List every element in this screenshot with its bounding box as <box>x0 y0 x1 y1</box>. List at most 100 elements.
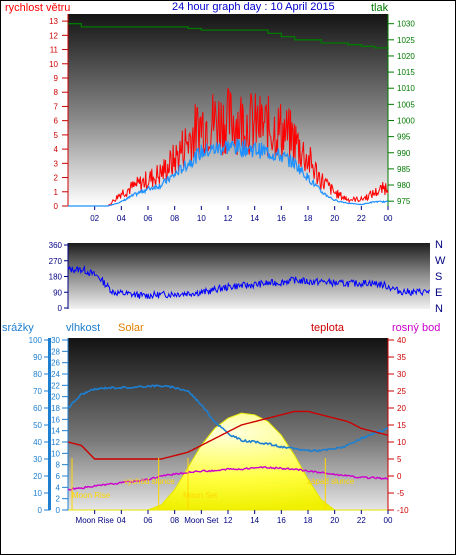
rain-tick-label: 22 <box>51 381 60 390</box>
compass-letter: N <box>435 239 443 251</box>
x-tick-label: 22 <box>357 214 366 223</box>
compass-letter: W <box>435 255 446 267</box>
rain-tick-label: 16 <box>51 415 60 424</box>
x-tick-label: 00 <box>384 516 393 525</box>
rain-tick-label: 24 <box>51 370 60 379</box>
x-tick-label: 08 <box>170 214 179 223</box>
right-tick-label: 1015 <box>397 68 415 77</box>
temperature-tick-label: 0 <box>397 472 402 481</box>
rain-tick-label: 14 <box>51 427 60 436</box>
rain-tick-label: 26 <box>51 359 60 368</box>
wind-avg-line <box>68 138 389 207</box>
legend-temperature: teplota <box>311 322 345 334</box>
x-tick-label: Moon Rise <box>76 516 115 525</box>
humidity-tick-label: 30 <box>33 455 42 464</box>
left-tick-label: 5 <box>54 131 59 140</box>
right-tick-label: 1010 <box>397 84 415 93</box>
left-tick-label: 9 <box>54 74 59 83</box>
legend-rain: srážky <box>2 322 34 334</box>
humidity-tick-label: 50 <box>33 421 42 430</box>
humidity-tick-label: 10 <box>33 489 42 498</box>
right-tick-label: 1020 <box>397 52 415 61</box>
right-tick-label: 1005 <box>397 100 415 109</box>
humidity-tick-label: 80 <box>33 370 42 379</box>
humidity-tick-label: 100 <box>29 336 43 345</box>
temperature-tick-label: 10 <box>397 438 406 447</box>
temperature-tick-label: -10 <box>397 506 409 515</box>
temperature-tick-label: 35 <box>397 353 406 362</box>
left-tick-label: 8 <box>54 88 59 97</box>
left-tick-label: 10 <box>49 60 58 69</box>
x-tick-label: 04 <box>117 516 126 525</box>
left-tick-label: 11 <box>50 46 59 55</box>
compass-letter: E <box>435 287 442 299</box>
humidity-tick-label: 70 <box>33 387 42 396</box>
moon-set-label: Moon Set <box>183 491 218 500</box>
rain-tick-label: 30 <box>51 336 60 345</box>
solar-area <box>68 412 388 511</box>
right-tick-label: 990 <box>397 149 411 158</box>
legend-solar: Solar <box>118 322 144 334</box>
x-tick-label: 02 <box>90 214 99 223</box>
rain-tick-label: 10 <box>51 449 60 458</box>
x-tick-label: 20 <box>330 516 339 525</box>
x-tick-label: 16 <box>277 214 286 223</box>
direction-tick-label: 180 <box>49 273 63 282</box>
dewpoint-line <box>67 465 389 491</box>
rain-tick-label: 28 <box>51 347 60 356</box>
temperature-line <box>67 410 389 460</box>
chart-title: 24 hour graph day : 10 April 2015 <box>172 1 335 13</box>
x-tick-label: 12 <box>224 516 233 525</box>
humidity-line <box>67 384 389 453</box>
x-tick-label: 14 <box>250 516 259 525</box>
legend-dewpoint: rosný bod <box>392 322 440 334</box>
temperature-tick-label: -5 <box>397 489 405 498</box>
rain-tick-label: 6 <box>56 472 61 481</box>
humidity-tick-label: 90 <box>33 353 42 362</box>
rain-tick-label: 2 <box>56 495 61 504</box>
wind-direction-line <box>67 264 431 300</box>
temperature-tick-label: 40 <box>397 336 406 345</box>
rain-tick-label: 12 <box>51 438 60 447</box>
sunset-label: západ slunce <box>307 477 355 486</box>
humidity-tick-label: 0 <box>38 506 43 515</box>
left-tick-label: 4 <box>54 145 59 154</box>
right-tick-label: 1025 <box>397 36 415 45</box>
x-tick-label: 16 <box>277 516 286 525</box>
temperature-tick-label: 20 <box>397 404 406 413</box>
temperature-tick-label: 25 <box>397 387 406 396</box>
direction-tick-label: 270 <box>49 257 63 266</box>
humidity-axis-bar <box>48 338 51 510</box>
wind-max-line <box>68 88 389 207</box>
humidity-tick-label: 60 <box>33 404 42 413</box>
temperature-tick-label: 15 <box>397 421 406 430</box>
humidity-tick-label: 40 <box>33 438 42 447</box>
x-tick-label: 18 <box>304 516 313 525</box>
right-tick-label: 985 <box>397 165 411 174</box>
compass-letter: N <box>435 303 443 315</box>
right-tick-label: 1030 <box>397 20 415 29</box>
right-tick-label: 980 <box>397 181 411 190</box>
wind-panel-background <box>68 14 388 206</box>
direction-tick-label: 360 <box>49 241 63 250</box>
left-tick-label: 12 <box>49 31 58 40</box>
direction-panel-background <box>68 243 430 309</box>
compass-letter: S <box>435 271 442 283</box>
x-tick-label: 00 <box>384 214 393 223</box>
x-tick-label: 14 <box>250 214 259 223</box>
legend-humidity: vlhkost <box>66 322 100 334</box>
direction-tick-label: 90 <box>53 288 62 297</box>
x-tick-label: Moon Set <box>184 516 219 525</box>
wind-speed-label: rychlost větru <box>5 2 70 14</box>
left-tick-label: 1 <box>54 188 59 197</box>
x-tick-label: 10 <box>197 214 206 223</box>
x-tick-label: 18 <box>304 214 313 223</box>
left-tick-label: 2 <box>54 174 59 183</box>
rain-tick-label: 20 <box>51 393 60 402</box>
temperature-tick-label: 30 <box>397 370 406 379</box>
humidity-tick-label: 20 <box>33 472 42 481</box>
left-tick-label: 13 <box>49 17 58 26</box>
x-tick-label: 08 <box>170 516 179 525</box>
direction-tick-label: 0 <box>58 304 63 313</box>
x-tick-label: 06 <box>144 214 153 223</box>
